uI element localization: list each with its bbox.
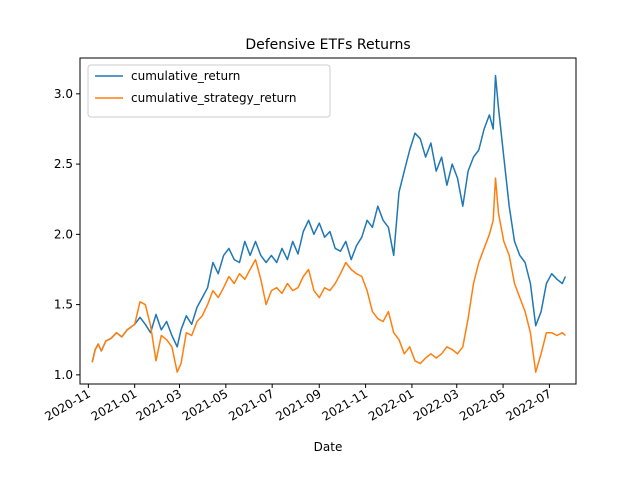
y-tick-label: 3.0 (54, 87, 73, 101)
legend-box (87, 64, 331, 118)
y-tick-label: 2.5 (54, 157, 73, 171)
chart-title: Defensive ETFs Returns (245, 37, 410, 53)
series-line-cumulative-return (91, 74, 567, 363)
legend-label: cumulative_return (131, 69, 240, 83)
legend-label: cumulative_strategy_return (131, 91, 296, 105)
y-tick-label: 2.0 (54, 227, 73, 241)
series-line-cumulative-strategy-return (91, 177, 566, 373)
y-tick-label: 1.5 (54, 298, 73, 312)
legend: cumulative_return cumulative_strategy_ret… (87, 64, 331, 118)
x-axis-label: Date (314, 440, 343, 454)
y-tick-label: 1.0 (54, 368, 73, 382)
axes-frame (79, 57, 577, 385)
y-axis-ticks: 1.0 1.5 2.0 2.5 3.0 (54, 87, 80, 382)
plot-lines (91, 74, 567, 373)
